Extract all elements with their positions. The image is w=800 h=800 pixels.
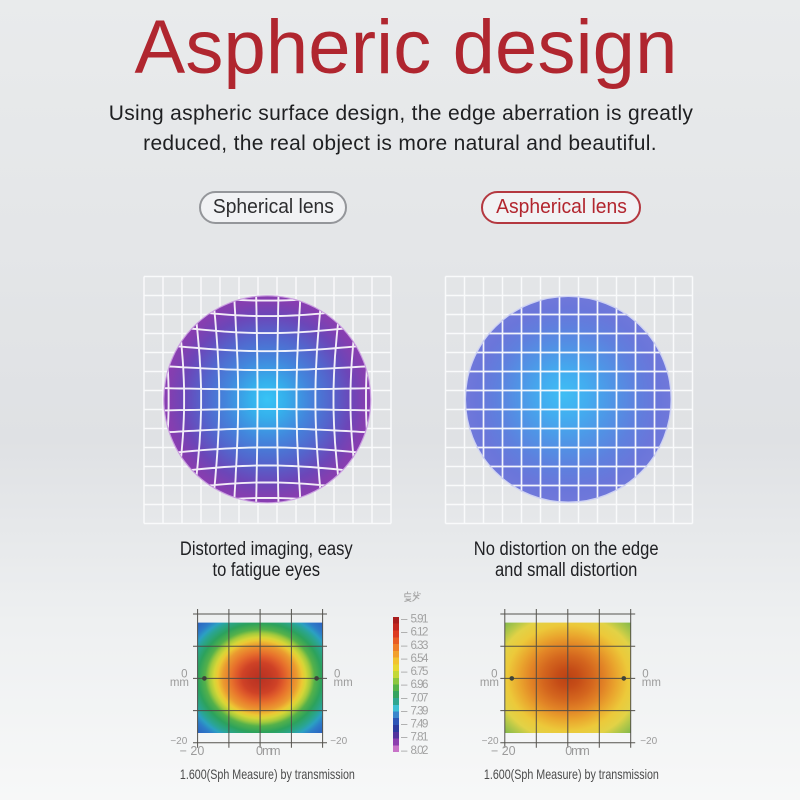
svg-text:–: – — [401, 640, 408, 652]
svg-text:6.96: 6.96 — [411, 679, 429, 691]
svg-text:–: – — [401, 614, 408, 626]
svg-text:–: – — [401, 732, 408, 744]
svg-text:7.49: 7.49 — [411, 719, 429, 731]
svg-text:–: – — [401, 679, 408, 691]
svg-text:7.81: 7.81 — [411, 732, 429, 744]
svg-text:6.54: 6.54 — [411, 653, 429, 665]
svg-text:0 mm: 0 mm — [256, 744, 281, 758]
svg-text:7.39: 7.39 — [411, 705, 429, 717]
svg-text:− 20: − 20 — [491, 744, 516, 758]
svg-text:mm: mm — [642, 677, 661, 689]
svg-text:mm: mm — [334, 677, 353, 689]
svg-text:0: 0 — [491, 668, 497, 680]
svg-text:6.33: 6.33 — [411, 640, 429, 652]
svg-text:0: 0 — [334, 668, 340, 680]
svg-text:–: – — [401, 692, 408, 704]
svg-text:mm: mm — [170, 677, 189, 689]
svg-text:–: – — [401, 627, 408, 639]
svg-text:−20: −20 — [330, 736, 347, 747]
svg-text:−20: −20 — [170, 736, 187, 747]
svg-text:−20: −20 — [640, 736, 657, 747]
svg-text:–: – — [401, 719, 408, 731]
svg-text:–: – — [401, 745, 408, 757]
svg-text:0 mm: 0 mm — [565, 744, 590, 758]
svg-text:6.12: 6.12 — [411, 627, 429, 639]
svg-text:8.02: 8.02 — [411, 745, 429, 757]
svg-text:mm: mm — [480, 677, 499, 689]
svg-text:6.75: 6.75 — [411, 666, 429, 678]
svg-text:–: – — [401, 653, 408, 665]
svg-text:–: – — [401, 705, 408, 717]
svg-text:−20: −20 — [482, 736, 499, 747]
svg-text:0: 0 — [642, 668, 648, 680]
svg-text:5.91: 5.91 — [411, 614, 429, 626]
svg-text:0: 0 — [181, 668, 187, 680]
svg-text:–: – — [401, 666, 408, 678]
svg-text:− 20: − 20 — [180, 744, 205, 758]
svg-text:7.07: 7.07 — [411, 692, 429, 704]
